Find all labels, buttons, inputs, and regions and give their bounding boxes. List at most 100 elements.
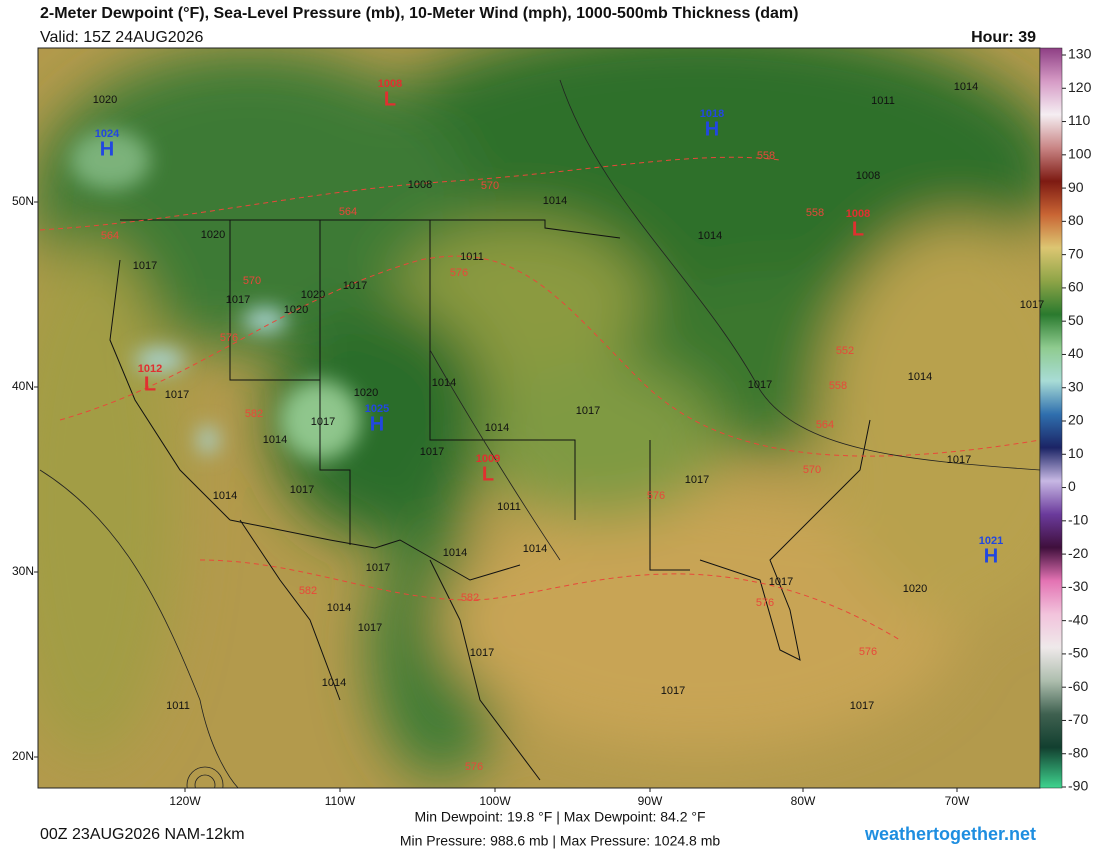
isobar-label: 1020 xyxy=(354,387,378,399)
dewpoint-stats: Min Dewpoint: 19.8 °F | Max Dewpoint: 84… xyxy=(414,809,705,825)
lon-label: 90W xyxy=(638,794,663,808)
thickness-label: 570 xyxy=(243,275,261,287)
colorbar-tick-label: 0 xyxy=(1068,478,1076,494)
isobar-label: 1017 xyxy=(769,576,793,588)
map-background xyxy=(38,48,1040,788)
center-value: 1008 xyxy=(378,78,402,90)
center-letter: L xyxy=(144,373,156,395)
colorbar-tick-label: -10 xyxy=(1068,512,1088,528)
center-letter: L xyxy=(482,463,494,485)
isobar-label: 1014 xyxy=(432,377,456,389)
thickness-label: 576 xyxy=(756,597,774,609)
isobar-label: 1017 xyxy=(685,474,709,486)
center-value: 1018 xyxy=(700,108,724,120)
thickness-label: 576 xyxy=(647,490,665,502)
colorbar-tick-label: -90 xyxy=(1068,778,1088,794)
isobar-label: 1020 xyxy=(93,94,117,106)
isobar-label: 1020 xyxy=(284,304,308,316)
isobar-label: 1011 xyxy=(871,95,895,107)
center-value: 1021 xyxy=(979,535,1003,547)
isobar-label: 1017 xyxy=(290,484,314,496)
thickness-label: 570 xyxy=(481,180,499,192)
map-title: 2-Meter Dewpoint (°F), Sea-Level Pressur… xyxy=(40,5,798,22)
colorbar-tick-label: 130 xyxy=(1068,46,1092,62)
isobar-label: 1014 xyxy=(908,371,932,383)
thickness-contours xyxy=(39,156,1040,641)
isobar-label: 1011 xyxy=(497,501,521,513)
isobar-label: 1011 xyxy=(460,251,484,263)
thickness-label: 558 xyxy=(829,380,847,392)
isobar-label: 1020 xyxy=(903,583,927,595)
model-run: 00Z 23AUG2026 NAM-12km xyxy=(40,826,245,843)
isobar-label: 1011 xyxy=(166,700,190,712)
colorbar-tick-label: 110 xyxy=(1068,112,1091,128)
center-value: 1025 xyxy=(365,403,389,415)
isobar-label: 1008 xyxy=(856,170,880,182)
isobar-label: 1017 xyxy=(343,280,367,292)
isobar-label: 1017 xyxy=(661,685,685,697)
colorbar-tick-label: 100 xyxy=(1068,146,1092,162)
isobar-label: 1014 xyxy=(263,434,287,446)
isobar-label: 1020 xyxy=(201,229,225,241)
thickness-label: 564 xyxy=(339,206,357,218)
isobar-label: 1017 xyxy=(420,446,444,458)
lon-label: 120W xyxy=(169,794,201,808)
thickness-label: 570 xyxy=(803,464,821,476)
isobar-label: 1017 xyxy=(165,389,189,401)
isobar-label: 1017 xyxy=(133,260,157,272)
thickness-label: 558 xyxy=(806,207,824,219)
lat-label: 20N xyxy=(12,749,34,763)
isobar-label: 1014 xyxy=(485,422,509,434)
colorbar-tick-label: -60 xyxy=(1068,678,1088,694)
site-link[interactable]: weathertogether.net xyxy=(864,824,1036,844)
borders xyxy=(109,219,871,781)
isobar-label: 1017 xyxy=(748,379,772,391)
center-letter: L xyxy=(384,88,396,110)
isobar-label: 1014 xyxy=(443,547,467,559)
center-letter: H xyxy=(100,138,114,160)
isobar-label: 1017 xyxy=(311,416,335,428)
isobar-label: 1014 xyxy=(698,230,722,242)
lat-label: 40N xyxy=(12,379,34,393)
center-value: 1024 xyxy=(95,128,120,140)
thickness-label: 576 xyxy=(859,646,877,658)
isobar-label: 1014 xyxy=(322,677,346,689)
isobar-label: 1017 xyxy=(576,405,600,417)
isobar-label: 1020 xyxy=(301,289,325,301)
lat-label: 50N xyxy=(12,194,34,208)
thickness-label: 582 xyxy=(299,585,317,597)
colorbar-tick-label: 30 xyxy=(1068,378,1084,394)
thickness-label: 582 xyxy=(245,408,263,420)
colorbar-tick-label: -20 xyxy=(1068,545,1088,561)
thickness-label: 576 xyxy=(220,332,238,344)
colorbar-tick-label: -80 xyxy=(1068,744,1088,760)
center-letter: H xyxy=(984,545,998,567)
thickness-label: 558 xyxy=(757,150,775,162)
isobar-label: 1017 xyxy=(366,562,390,574)
lon-label: 100W xyxy=(479,794,511,808)
pressure-stats: Min Pressure: 988.6 mb | Max Pressure: 1… xyxy=(400,833,721,849)
isobar-label: 1017 xyxy=(358,622,382,634)
center-letter: H xyxy=(370,413,384,435)
center-letter: H xyxy=(705,118,719,140)
colorbar xyxy=(1039,47,1063,789)
colorbar-tick-label: 10 xyxy=(1068,445,1084,461)
isobars xyxy=(39,79,1040,788)
colorbar-tick-label: 20 xyxy=(1068,412,1084,428)
forecast-hour: Hour: 39 xyxy=(971,29,1036,46)
isobar-label: 1008 xyxy=(408,179,432,191)
isobar-label: 1017 xyxy=(1020,299,1044,311)
isobar-label: 1017 xyxy=(226,294,250,306)
thickness-label: 582 xyxy=(461,592,479,604)
thickness-label: 552 xyxy=(836,345,854,357)
thickness-label: 564 xyxy=(816,419,834,431)
thickness-label: 576 xyxy=(450,267,468,279)
center-value: 1008 xyxy=(846,208,870,220)
colorbar-tick-label: 70 xyxy=(1068,245,1084,261)
colorbar-tick-label: 120 xyxy=(1068,79,1092,95)
isobar-label: 1014 xyxy=(523,543,547,555)
valid-time: Valid: 15Z 24AUG2026 xyxy=(40,29,203,46)
colorbar-tick-label: 60 xyxy=(1068,279,1084,295)
lon-label: 70W xyxy=(945,794,970,808)
